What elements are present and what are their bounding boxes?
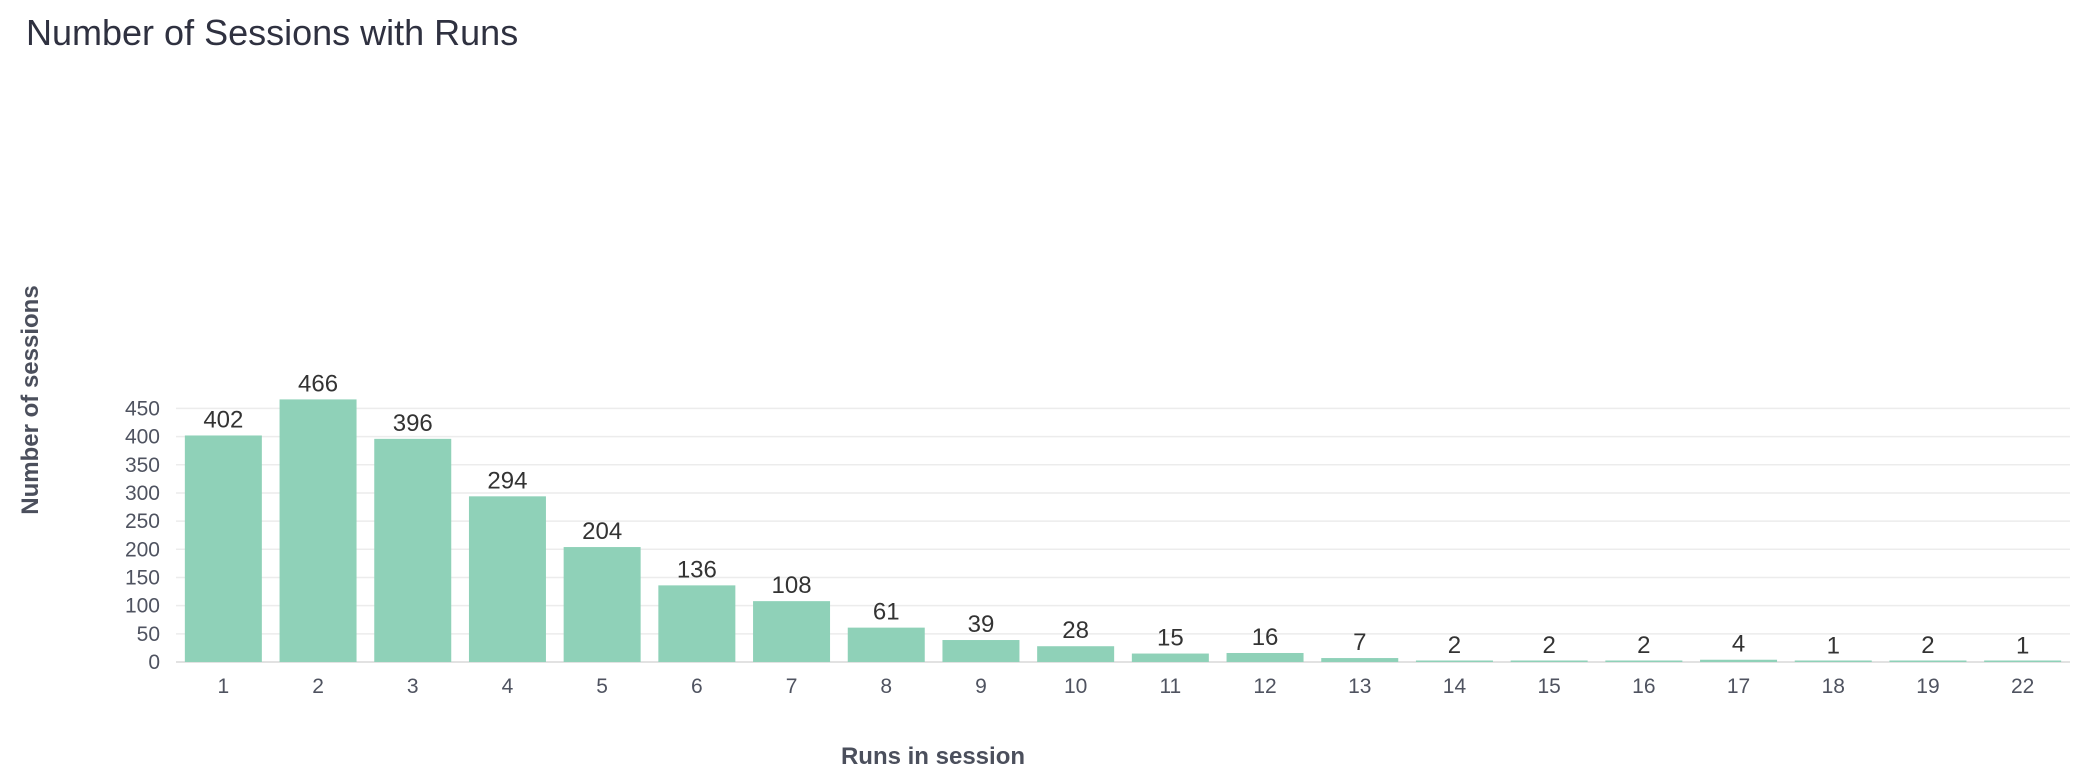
data-label: 15	[1157, 625, 1184, 652]
x-axis-ticks: 1 2 3 4 5 6 7 8 9 10 11 12 13 14 15 16 17 18 19 22	[218, 675, 2035, 698]
x-tick-label: 5	[596, 675, 608, 698]
data-label: 2	[1542, 632, 1555, 659]
x-tick-label: 7	[786, 675, 798, 698]
x-tick-label: 12	[1253, 675, 1276, 698]
x-tick-label: 2	[312, 675, 324, 698]
bar	[1984, 660, 2062, 662]
data-labels: 402 466 396 294 204 136 108 61 39 28 15 16 7 2 2 2 4 1 2 1	[203, 370, 2029, 659]
y-tick-label: 350	[125, 454, 160, 477]
x-tick-label: 13	[1348, 675, 1371, 698]
bar	[1321, 658, 1399, 662]
data-label: 2	[1448, 632, 1461, 659]
y-tick-label: 150	[125, 566, 160, 589]
bar	[1415, 660, 1493, 662]
x-tick-label: 10	[1064, 675, 1087, 698]
data-label: 108	[772, 572, 812, 599]
data-label: 396	[393, 410, 433, 437]
bar	[184, 435, 262, 662]
bar	[847, 627, 925, 662]
data-label: 294	[487, 467, 527, 494]
bar	[1605, 660, 1683, 662]
data-label: 466	[298, 370, 338, 397]
bar	[1131, 653, 1209, 662]
bar	[1226, 652, 1304, 662]
bar	[1510, 660, 1588, 662]
data-label: 402	[203, 406, 243, 433]
y-tick-label: 100	[125, 595, 160, 618]
y-tick-label: 250	[125, 510, 160, 533]
y-axis-title: Number of sessions	[17, 285, 44, 514]
data-label: 1	[2016, 632, 2029, 659]
bar	[468, 496, 546, 662]
bar	[563, 547, 641, 662]
x-tick-label: 16	[1632, 675, 1655, 698]
data-label: 136	[677, 556, 717, 583]
x-tick-label: 14	[1443, 675, 1467, 698]
y-tick-label: 400	[125, 426, 160, 449]
x-tick-label: 9	[975, 675, 987, 698]
x-tick-label: 1	[218, 675, 230, 698]
bar	[1700, 659, 1778, 662]
x-axis-title: Runs in session	[841, 743, 1025, 770]
x-tick-label: 22	[2011, 675, 2034, 698]
data-label: 1	[1827, 632, 1840, 659]
y-tick-label: 0	[148, 651, 160, 674]
x-tick-label: 6	[691, 675, 703, 698]
x-tick-label: 11	[1159, 675, 1181, 698]
bar	[753, 601, 831, 662]
x-tick-label: 18	[1822, 675, 1845, 698]
data-label: 2	[1921, 632, 1934, 659]
x-tick-label: 3	[407, 675, 419, 698]
data-label: 4	[1732, 631, 1745, 658]
bar	[942, 640, 1020, 662]
data-label: 16	[1252, 624, 1279, 651]
grid-lines	[176, 407, 2070, 663]
y-tick-label: 200	[125, 538, 160, 561]
data-label: 39	[968, 611, 995, 638]
y-tick-label: 300	[125, 482, 160, 505]
data-label: 28	[1062, 617, 1089, 644]
bar	[1794, 660, 1872, 662]
bar	[658, 585, 736, 662]
bar	[1037, 646, 1115, 662]
bar	[279, 399, 357, 662]
x-tick-label: 15	[1537, 675, 1560, 698]
data-label: 7	[1353, 629, 1366, 656]
x-tick-label: 17	[1727, 675, 1750, 698]
data-label: 204	[582, 518, 622, 545]
x-tick-label: 8	[880, 675, 892, 698]
data-label: 61	[873, 599, 900, 626]
data-label: 2	[1637, 632, 1650, 659]
x-tick-label: 19	[1916, 675, 1939, 698]
x-tick-label: 4	[502, 675, 514, 698]
bar	[374, 438, 452, 662]
y-axis-ticks: 0 50 100 150 200 250 300 350 400 450	[125, 397, 160, 674]
y-tick-label: 50	[137, 623, 160, 646]
bars	[184, 399, 2062, 662]
y-tick-label: 450	[125, 397, 160, 420]
chart-title: Number of Sessions with Runs	[26, 12, 519, 53]
bar	[1889, 660, 1967, 662]
